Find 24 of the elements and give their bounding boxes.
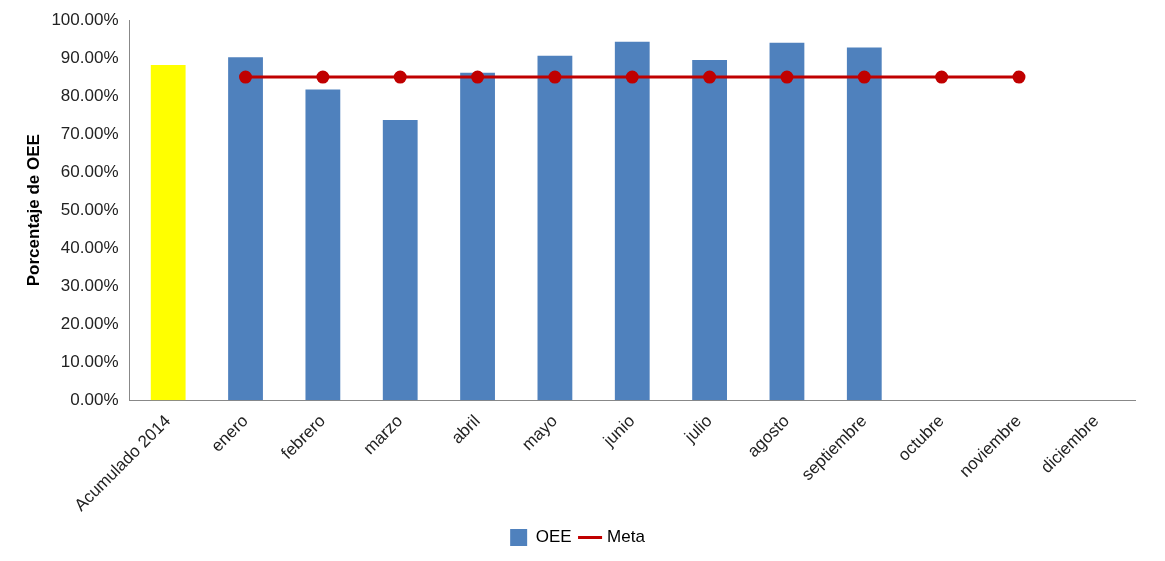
y-tick-label: 30.00% — [60, 275, 119, 295]
y-tick-label: 100.00% — [51, 9, 119, 29]
y-tick-label: 80.00% — [60, 85, 119, 105]
legend-label: Meta — [607, 527, 646, 547]
bar — [305, 89, 341, 401]
y-tick-label: 40.00% — [60, 237, 119, 257]
y-tick-label: 20.00% — [60, 313, 119, 333]
y-tick-label: 70.00% — [60, 123, 119, 143]
bar — [537, 55, 573, 401]
bar — [382, 120, 418, 401]
y-tick-label: 60.00% — [60, 161, 119, 181]
bar — [769, 42, 805, 401]
y-tick-label: 90.00% — [60, 47, 119, 67]
bar — [692, 59, 727, 401]
bar — [228, 57, 263, 401]
bar — [614, 41, 650, 401]
y-tick-label: 10.00% — [60, 352, 119, 372]
bar — [460, 72, 495, 401]
bar — [846, 47, 882, 401]
legend-label: OEE — [535, 527, 572, 547]
y-tick-label: 0.00% — [70, 390, 119, 410]
y-axis-title: Porcentaje de OEE — [23, 134, 43, 287]
bar — [150, 64, 186, 401]
y-tick-label: 50.00% — [60, 199, 119, 219]
